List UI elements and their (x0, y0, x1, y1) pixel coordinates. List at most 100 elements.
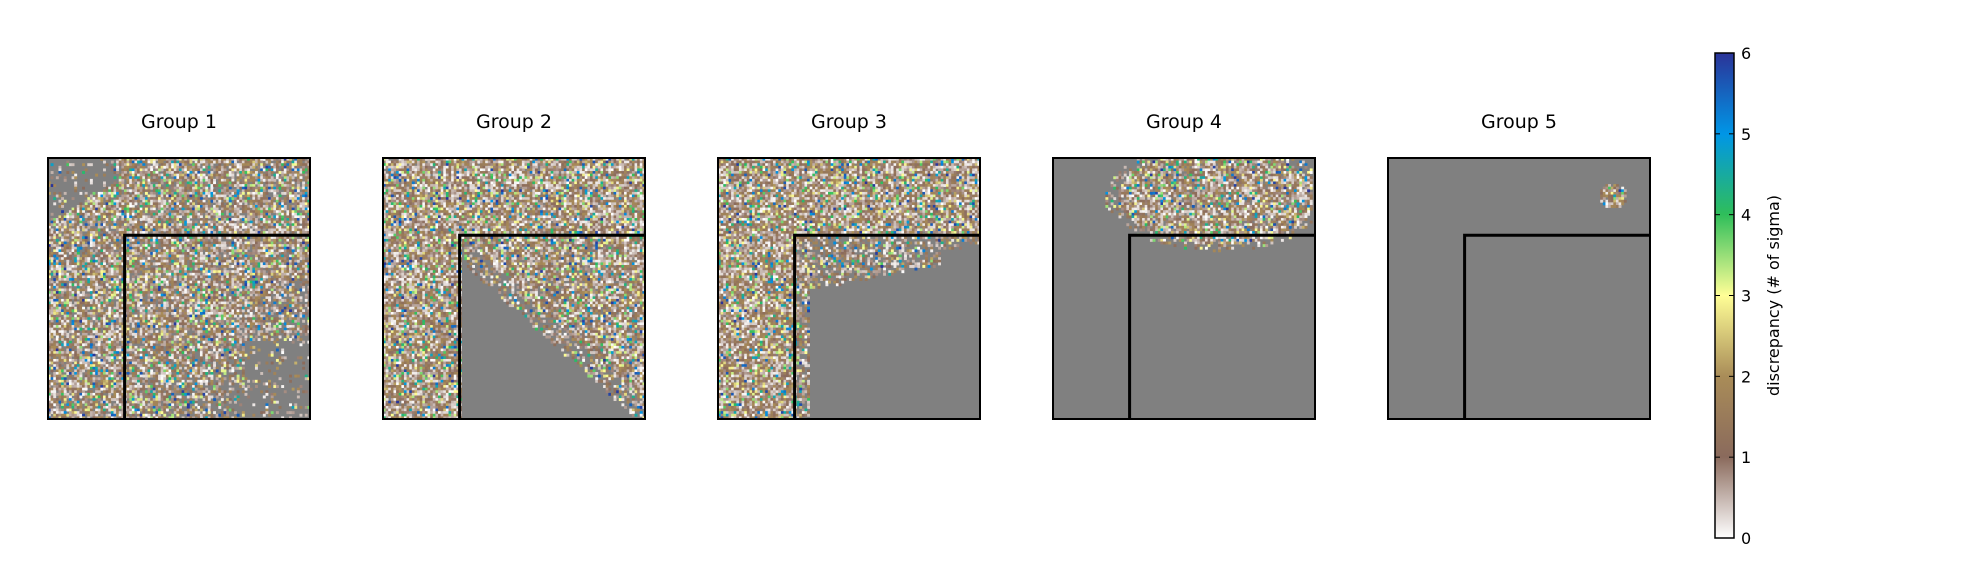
heatmap-cell (179, 221, 182, 224)
heatmap-cell (265, 255, 268, 258)
heatmap-cell (252, 231, 255, 234)
heatmap-cell (213, 208, 216, 211)
heatmap-cell (182, 309, 185, 312)
heatmap-cell (163, 171, 166, 174)
heatmap-cell (187, 187, 190, 190)
heatmap-cell (305, 213, 308, 216)
heatmap-cell (179, 262, 182, 265)
heatmap-cell (124, 223, 127, 226)
heatmap-cell (142, 189, 145, 192)
heatmap-cell (250, 161, 253, 164)
heatmap-cell (161, 200, 164, 203)
heatmap-cell (189, 242, 192, 245)
heatmap-cell (166, 184, 169, 187)
heatmap-cell (72, 239, 75, 242)
heatmap-cell (184, 275, 187, 278)
heatmap-cell (203, 294, 206, 297)
heatmap-cell (192, 299, 195, 302)
heatmap-cell (145, 187, 148, 190)
heatmap-cell (218, 312, 221, 315)
heatmap-cell (255, 296, 258, 299)
heatmap-cell (64, 317, 67, 320)
heatmap-cell (276, 171, 279, 174)
heatmap-cell (51, 252, 54, 255)
heatmap-cell (66, 228, 69, 231)
heatmap-cell (260, 315, 263, 318)
heatmap-cell (255, 249, 258, 252)
heatmap-cell (90, 312, 93, 315)
heatmap-cell (56, 286, 59, 289)
heatmap-cell (250, 275, 253, 278)
heatmap-cell (297, 231, 300, 234)
heatmap-cell (205, 294, 208, 297)
heatmap-cell (226, 215, 229, 218)
heatmap-cell (166, 181, 169, 184)
heatmap-cell (124, 215, 127, 218)
heatmap-cell (179, 312, 182, 315)
heatmap-cell (150, 171, 153, 174)
heatmap-cell (239, 163, 242, 166)
heatmap-cell (205, 202, 208, 205)
heatmap-cell (182, 213, 185, 216)
heatmap-cell (263, 174, 266, 177)
heatmap-cell (127, 281, 130, 284)
heatmap-cell (129, 166, 132, 169)
heatmap-cell (260, 252, 263, 255)
heatmap-cell (239, 228, 242, 231)
heatmap-cell (284, 265, 287, 268)
heatmap-cell (273, 242, 276, 245)
heatmap-cell (192, 181, 195, 184)
heatmap-cell (137, 317, 140, 320)
heatmap-cell (87, 213, 90, 216)
heatmap-cell (302, 184, 305, 187)
heatmap-cell (218, 174, 221, 177)
heatmap-cell (132, 242, 135, 245)
heatmap-cell (200, 252, 203, 255)
heatmap-cell (273, 163, 276, 166)
heatmap-cell (82, 312, 85, 315)
heatmap-cell (195, 317, 198, 320)
heatmap-cell (281, 166, 284, 169)
heatmap-cell (226, 226, 229, 229)
heatmap-cell (66, 302, 69, 305)
heatmap-cell (121, 226, 124, 229)
heatmap-cell (187, 299, 190, 302)
heatmap-cell (200, 195, 203, 198)
heatmap-cell (129, 197, 132, 200)
heatmap-cell (56, 260, 59, 263)
heatmap-cell (200, 302, 203, 305)
heatmap-cell (255, 289, 258, 292)
heatmap-cell (142, 218, 145, 221)
heatmap-cell (189, 239, 192, 242)
heatmap-cell (64, 322, 67, 325)
heatmap-cell (208, 260, 211, 263)
heatmap-cell (132, 268, 135, 271)
heatmap-cell (200, 309, 203, 312)
heatmap-cell (208, 200, 211, 203)
heatmap-cell (166, 228, 169, 231)
heatmap-cell (182, 268, 185, 271)
heatmap-cell (85, 273, 88, 276)
heatmap-cell (95, 242, 98, 245)
heatmap-cell (189, 281, 192, 284)
heatmap-cell (161, 166, 164, 169)
heatmap-cell (305, 210, 308, 213)
heatmap-cell (100, 289, 103, 292)
heatmap-cell (252, 260, 255, 263)
heatmap-cell (161, 187, 164, 190)
heatmap-cell (224, 265, 227, 268)
heatmap-cell (142, 179, 145, 182)
heatmap-cell (93, 302, 96, 305)
heatmap-cell (134, 184, 137, 187)
heatmap-cell (127, 270, 130, 273)
heatmap-cell (166, 213, 169, 216)
heatmap-cell (289, 184, 292, 187)
heatmap-cell (82, 289, 85, 292)
heatmap-cell (224, 296, 227, 299)
heatmap-cell (221, 283, 224, 286)
heatmap-cell (184, 265, 187, 268)
heatmap-cell (268, 281, 271, 284)
heatmap-cell (208, 174, 211, 177)
heatmap-cell (200, 197, 203, 200)
heatmap-cell (208, 161, 211, 164)
